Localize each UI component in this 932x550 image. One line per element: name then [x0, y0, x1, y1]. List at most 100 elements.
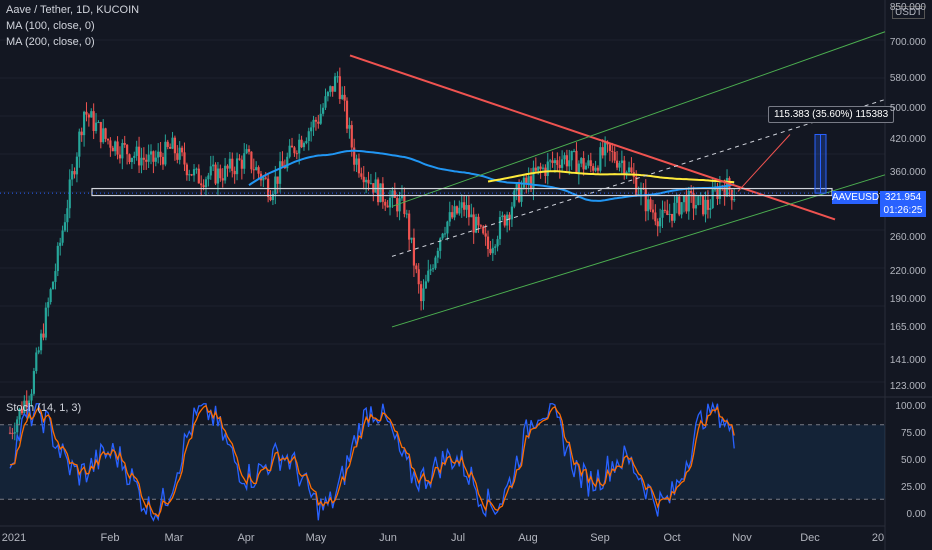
candle-body: [47, 302, 50, 308]
candle-body: [443, 233, 447, 235]
candle-body: [300, 139, 303, 148]
candle-body: [130, 157, 133, 163]
candle-body: [405, 213, 408, 215]
price-tick-label: 141.000: [889, 355, 926, 366]
stoch-d-line: [9, 404, 735, 518]
candle-body: [238, 158, 241, 160]
ma100-legend[interactable]: MA (100, close, 0): [6, 20, 95, 32]
stoch-tick-label: 0.00: [906, 509, 926, 520]
candle-body: [685, 195, 688, 212]
ma200-line: [487, 170, 735, 184]
candle-body: [233, 170, 236, 175]
candle-body: [61, 230, 64, 243]
candle-body: [149, 151, 153, 155]
candle-body: [219, 168, 222, 179]
candle-body: [589, 160, 592, 167]
stoch-tick-label: 25.00: [900, 482, 926, 493]
candle-body: [228, 158, 231, 169]
candle-body: [154, 157, 157, 162]
candle-body: [424, 281, 427, 289]
candle-body: [644, 189, 647, 212]
candle-body: [369, 183, 373, 185]
candle-body: [78, 131, 81, 157]
candle-body: [140, 157, 143, 166]
candle-body: [422, 288, 425, 302]
candle-body: [274, 176, 277, 194]
candle-body: [408, 213, 411, 240]
candle-body: [283, 166, 286, 169]
candle-body: [56, 245, 59, 272]
candle-body: [231, 158, 234, 171]
measure-label: 115.383 (35.60%) 115383: [768, 106, 895, 123]
candle-body: [682, 195, 686, 203]
candle-body: [32, 371, 36, 394]
candle-body: [73, 171, 76, 175]
candle-body: [415, 265, 418, 270]
candle-body: [97, 122, 100, 124]
candle-body: [716, 189, 719, 199]
candle-body: [463, 202, 466, 210]
candle-body: [85, 111, 88, 115]
time-tick-label: Jun: [379, 532, 397, 544]
projection-arrow: [737, 134, 791, 192]
candle-body: [353, 147, 356, 165]
candle-body: [501, 215, 504, 218]
countdown-tag: 01:26:25: [880, 204, 926, 217]
candle-body: [123, 143, 126, 145]
candle-body: [630, 167, 633, 173]
ma200-legend[interactable]: MA (200, close, 0): [6, 36, 95, 48]
candle-body: [92, 111, 95, 132]
candle-body: [350, 125, 353, 148]
symbol-title[interactable]: Aave / Tether, 1D, KUCOIN: [6, 4, 140, 16]
candle-body: [620, 160, 623, 164]
candle-body: [245, 149, 248, 154]
candle-body: [341, 94, 344, 99]
candle-body: [255, 167, 258, 171]
stoch-legend[interactable]: Stoch (14, 1, 3): [6, 402, 82, 414]
price-tick-label: 260.000: [889, 232, 926, 243]
candle-body: [599, 147, 602, 171]
candle-body: [173, 137, 177, 154]
candle-body: [472, 214, 475, 233]
candle-body: [94, 122, 98, 132]
candle-body: [410, 237, 413, 240]
candle-body: [106, 138, 110, 141]
candle-body: [42, 333, 45, 338]
candle-body: [551, 160, 554, 164]
candle-body: [51, 281, 55, 290]
candle-body: [312, 119, 315, 128]
candle-body: [49, 289, 52, 303]
candle-body: [75, 156, 79, 175]
candle-body: [711, 189, 714, 209]
candle-body: [453, 206, 456, 218]
candle-body: [161, 156, 165, 165]
candle-body: [532, 167, 535, 189]
time-tick-label: Sep: [590, 532, 610, 544]
candle-body: [336, 76, 339, 78]
candle-body: [271, 193, 275, 201]
candle-body: [286, 156, 289, 169]
candle-body: [491, 247, 494, 254]
candle-body: [649, 199, 652, 210]
candle-body: [331, 86, 334, 92]
candle-body: [687, 191, 690, 212]
stoch-band: [0, 424, 885, 500]
candle-body: [133, 155, 136, 158]
candle-body: [434, 257, 437, 269]
candle-body: [307, 131, 310, 142]
candle-body: [372, 183, 375, 193]
candle-body: [575, 150, 578, 174]
candle-body: [252, 169, 255, 171]
candle-body: [267, 178, 270, 198]
candle-body: [697, 196, 700, 206]
candle-body: [718, 185, 721, 199]
candle-body: [553, 160, 557, 164]
candle-body: [212, 164, 215, 167]
candle-body: [355, 158, 358, 165]
candle-body: [496, 239, 499, 247]
candle-body: [164, 141, 167, 165]
candle-body: [549, 160, 552, 162]
price-tick-label: 580.000: [889, 73, 926, 84]
candle-body: [288, 145, 291, 157]
